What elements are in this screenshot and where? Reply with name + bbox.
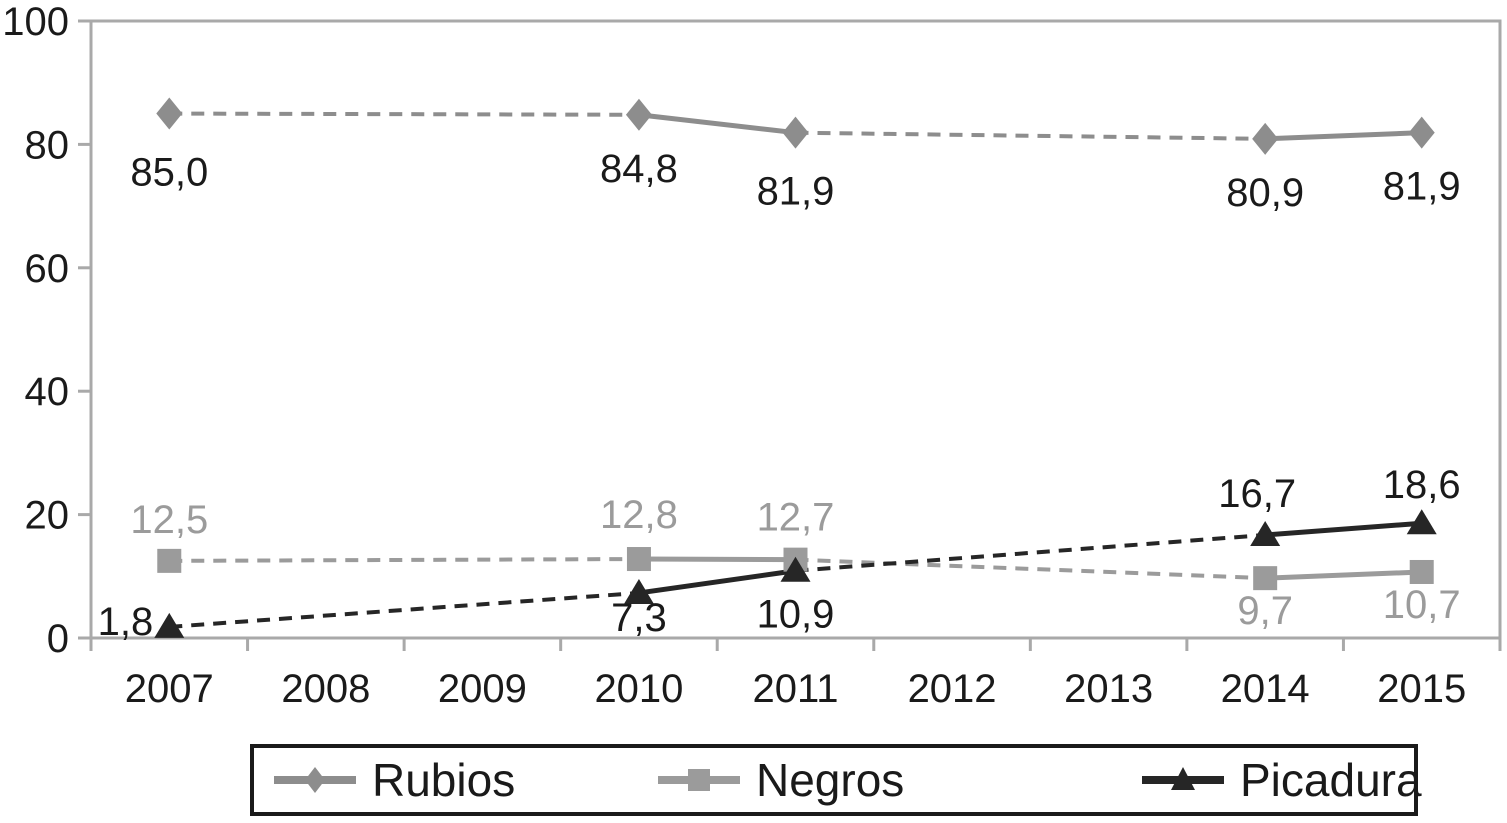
picadura-data-label-2010: 7,3 bbox=[611, 596, 667, 640]
negros-data-label-2014: 9,7 bbox=[1237, 589, 1293, 633]
legend: Rubios Negros Picadura bbox=[250, 744, 1422, 816]
series-line-picadura-2014-2015 bbox=[1264, 520, 1422, 538]
negros-marker-2010 bbox=[626, 547, 651, 572]
picadura-marker-2010 bbox=[623, 578, 654, 604]
y-axis-label: 80 bbox=[25, 123, 70, 167]
rubios-data-label-2010: 84,8 bbox=[600, 147, 678, 191]
series-line-negros-2007-2010 bbox=[169, 557, 639, 563]
y-axis-label: 60 bbox=[25, 247, 70, 291]
series-line-picadura-2010-2011 bbox=[638, 568, 796, 596]
negros-marker-2015 bbox=[1409, 559, 1434, 584]
x-axis-label: 2014 bbox=[1221, 667, 1310, 711]
y-axis-label: 100 bbox=[2, 0, 69, 44]
picadura-data-label-2007: 1,8 bbox=[98, 600, 154, 644]
legend-entry-negros: Negros bbox=[656, 748, 904, 812]
x-axis-label: 2010 bbox=[594, 667, 683, 711]
rubios-marker-2010 bbox=[625, 98, 652, 131]
series-line-picadura-2011-2014 bbox=[795, 532, 1266, 573]
rubios-data-label-2015: 81,9 bbox=[1383, 165, 1461, 209]
series-line-rubios-2007-2010 bbox=[169, 111, 639, 117]
legend-label-rubios: Rubios bbox=[372, 754, 516, 806]
y-axis-label: 20 bbox=[25, 494, 70, 538]
negros-data-label-2007: 12,5 bbox=[130, 498, 208, 542]
legend-label-negros: Negros bbox=[756, 754, 905, 806]
series-line-rubios-2014-2015 bbox=[1265, 130, 1422, 142]
negros-marker-2007 bbox=[157, 548, 182, 573]
rubios-data-label-2011: 81,9 bbox=[757, 170, 835, 214]
series-line-negros-2014-2015 bbox=[1265, 569, 1422, 581]
picadura-data-label-2011: 10,9 bbox=[757, 593, 835, 637]
triangle-legend-key-icon bbox=[1142, 767, 1224, 790]
rubios-data-label-2014: 80,9 bbox=[1226, 171, 1304, 215]
plot-border bbox=[89, 19, 1502, 640]
x-axis-label: 2009 bbox=[438, 667, 527, 711]
x-axis-label: 2013 bbox=[1064, 667, 1153, 711]
series-line-negros-2010-2011 bbox=[638, 556, 796, 563]
picadura-data-label-2014: 16,7 bbox=[1218, 472, 1296, 516]
rubios-data-label-2007: 85,0 bbox=[130, 151, 208, 195]
legend-entry-rubios: Rubios bbox=[272, 748, 515, 812]
rubios-marker-2014 bbox=[1252, 122, 1279, 155]
series-line-rubios-2011-2014 bbox=[795, 130, 1266, 141]
square-legend-key-icon bbox=[658, 769, 740, 791]
x-axis-label: 2007 bbox=[125, 667, 214, 711]
y-axis-label: 40 bbox=[25, 370, 70, 414]
picadura-data-label-2015: 18,6 bbox=[1383, 463, 1461, 507]
picadura-marker-2011 bbox=[780, 556, 811, 582]
rubios-marker-2011 bbox=[782, 116, 809, 149]
rubios-marker-2015 bbox=[1408, 116, 1435, 149]
series-line-rubios-2010-2011 bbox=[638, 112, 796, 136]
picadura-marker-2014 bbox=[1250, 520, 1281, 546]
x-axis-label: 2008 bbox=[281, 667, 370, 711]
negros-data-label-2010: 12,8 bbox=[600, 493, 678, 537]
picadura-marker-2015 bbox=[1406, 509, 1437, 535]
legend-label-picadura: Picadura bbox=[1240, 754, 1422, 806]
rubios-marker-2007 bbox=[156, 97, 183, 130]
series-line-picadura-2007-2010 bbox=[169, 590, 640, 629]
x-axis-label: 2011 bbox=[752, 667, 838, 711]
diamond-legend-key-icon bbox=[274, 767, 356, 793]
legend-entry-picadura: Picadura bbox=[1140, 748, 1422, 812]
picadura-marker-2007 bbox=[154, 612, 185, 638]
y-axis-label: 0 bbox=[47, 617, 69, 661]
negros-data-label-2015: 10,7 bbox=[1383, 583, 1461, 627]
negros-marker-2014 bbox=[1253, 566, 1278, 591]
negros-data-label-2011: 12,7 bbox=[757, 496, 835, 540]
x-axis-label: 2015 bbox=[1377, 667, 1466, 711]
x-axis-label: 2012 bbox=[908, 667, 997, 711]
series-line-negros-2011-2014 bbox=[795, 557, 1266, 581]
